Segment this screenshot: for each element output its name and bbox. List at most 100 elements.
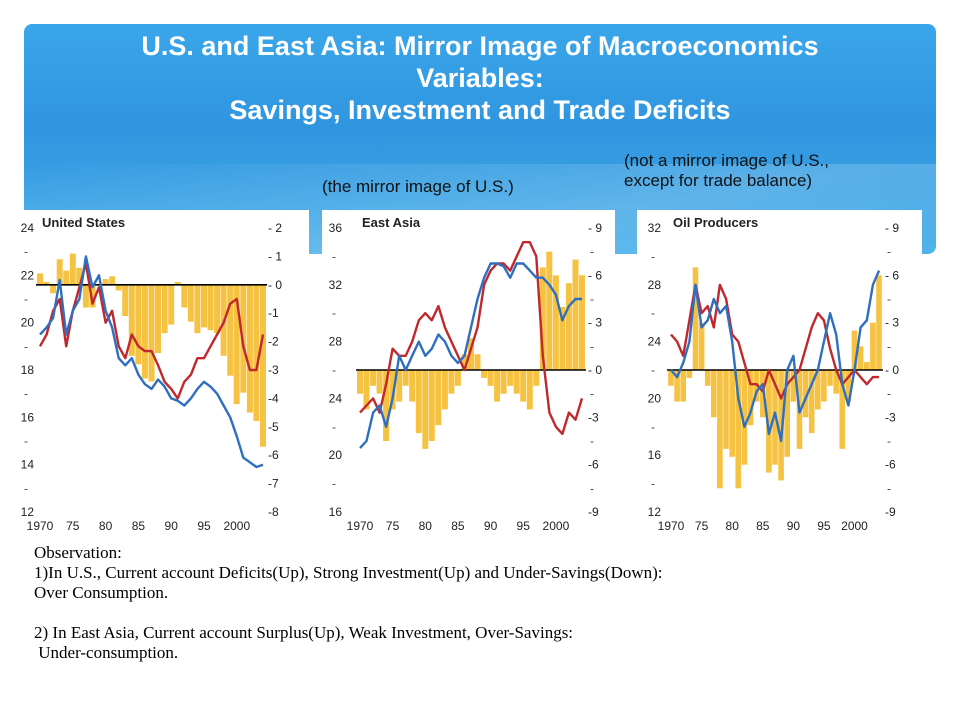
bar [802, 370, 809, 418]
chart-title: East Asia [362, 215, 421, 230]
x-tick-label: 85 [756, 519, 770, 533]
right-minor-tick: - [887, 339, 891, 353]
bar [396, 370, 403, 402]
left-tick-label: 36 [329, 221, 343, 235]
bar [227, 284, 234, 376]
x-tick-label: 2000 [223, 519, 250, 533]
bar [109, 276, 116, 285]
bar [246, 284, 253, 413]
x-tick-label: 95 [517, 519, 531, 533]
chart-oil-producers: 32 - 28 - 24 - 20 - 16 - 12 - 9 - - 6 - - 3 - - 0 - -3 - -6 - -… [637, 210, 922, 535]
left-tick-label: 24 [329, 391, 343, 405]
bar [415, 370, 422, 434]
right-minor-tick: - [590, 434, 594, 448]
left-tick-label: 16 [329, 505, 343, 519]
bar [260, 284, 266, 447]
left-tick-label: 14 [21, 458, 35, 472]
left-tick-label: 18 [21, 363, 35, 377]
x-tick-label: 85 [451, 519, 465, 533]
bar [735, 370, 742, 489]
bar [533, 370, 540, 386]
bar [187, 284, 194, 322]
left-minor-tick: - [24, 245, 28, 259]
x-tick-label: 90 [165, 519, 179, 533]
bar [784, 370, 790, 457]
bar [201, 284, 207, 328]
bar [845, 370, 852, 402]
bar [376, 370, 383, 394]
bar [233, 284, 240, 405]
left-minor-tick: - [24, 292, 28, 306]
bar [168, 284, 175, 325]
right-tick-label: - 1 [268, 249, 282, 263]
bar [870, 322, 876, 370]
left-tick-label: 28 [329, 335, 343, 349]
right-tick-label: - 0 [588, 363, 602, 377]
chart-east-asia-svg: 36 - 32 - 28 - 24 - 20 - 16 - 9 - - 6 - - 3 - - 0 - -3 - -6 - -… [329, 215, 603, 533]
bar [494, 370, 501, 402]
bar [50, 284, 57, 294]
right-tick-label: - 0 [885, 363, 899, 377]
bar [815, 370, 821, 410]
right-minor-tick: - [887, 292, 891, 306]
bar [409, 370, 416, 402]
bar [207, 284, 214, 331]
right-minor-tick: - [590, 292, 594, 306]
bar [89, 284, 96, 308]
bar [122, 284, 129, 316]
bar [778, 370, 784, 481]
note-mirror-image: (the mirror image of U.S.) [322, 177, 514, 196]
observation-text: Observation: 1)In U.S., Current account … [34, 543, 934, 663]
bar [402, 370, 409, 386]
bar [56, 259, 63, 285]
left-tick-label: 20 [329, 448, 343, 462]
bar [766, 370, 772, 473]
note-not-mirror-line-2: except for trade balance) [624, 171, 813, 190]
right-minor-tick: - [590, 387, 594, 401]
right-tick-label: -3 [885, 410, 896, 424]
left-tick-label: 12 [648, 505, 662, 519]
left-tick-label: 24 [648, 335, 662, 349]
bar [37, 273, 43, 285]
right-minor-tick: - [887, 481, 891, 495]
bar [507, 370, 514, 386]
x-tick-label: 2000 [543, 519, 570, 533]
right-minor-tick: - [887, 245, 891, 259]
bar [500, 370, 507, 394]
right-tick-label: -6 [885, 458, 896, 472]
left-tick-label: 32 [329, 278, 343, 292]
x-tick-label: 75 [66, 519, 80, 533]
left-minor-tick: - [651, 477, 655, 491]
left-minor-tick: - [332, 306, 336, 320]
note-not-mirror-line-1: (not a mirror image of U.S., [624, 151, 830, 170]
bar [141, 284, 148, 379]
slide-title: U.S. and East Asia: Mirror Image of Macr… [24, 30, 936, 126]
x-tick-label: 1970 [27, 519, 54, 533]
left-tick-label: 16 [648, 448, 662, 462]
right-tick-label: -9 [588, 505, 599, 519]
left-tick-label: 20 [21, 316, 35, 330]
bar [253, 284, 260, 422]
bar [468, 338, 474, 370]
left-tick-label: 28 [648, 278, 662, 292]
investment-line [38, 262, 265, 400]
bar [513, 370, 520, 394]
bar [422, 370, 429, 449]
left-minor-tick: - [332, 363, 336, 377]
title-line-1: U.S. and East Asia: Mirror Image of Macr… [141, 31, 819, 61]
chart-east-asia: 36 - 32 - 28 - 24 - 20 - 16 - 9 - - 6 - - 3 - - 0 - -3 - -6 - -… [322, 210, 615, 535]
x-tick-label: 75 [386, 519, 400, 533]
right-minor-tick: - [590, 481, 594, 495]
x-tick-label: 85 [132, 519, 146, 533]
bar [711, 370, 717, 418]
x-tick-label: 2000 [841, 519, 868, 533]
bar [115, 284, 122, 291]
bar [552, 275, 559, 370]
bar [692, 267, 699, 370]
bar [698, 322, 705, 370]
right-minor-tick: - [887, 387, 891, 401]
left-minor-tick: - [24, 387, 28, 401]
bar [69, 253, 76, 285]
bar [808, 370, 815, 434]
right-tick-label: - 2 [268, 221, 282, 235]
